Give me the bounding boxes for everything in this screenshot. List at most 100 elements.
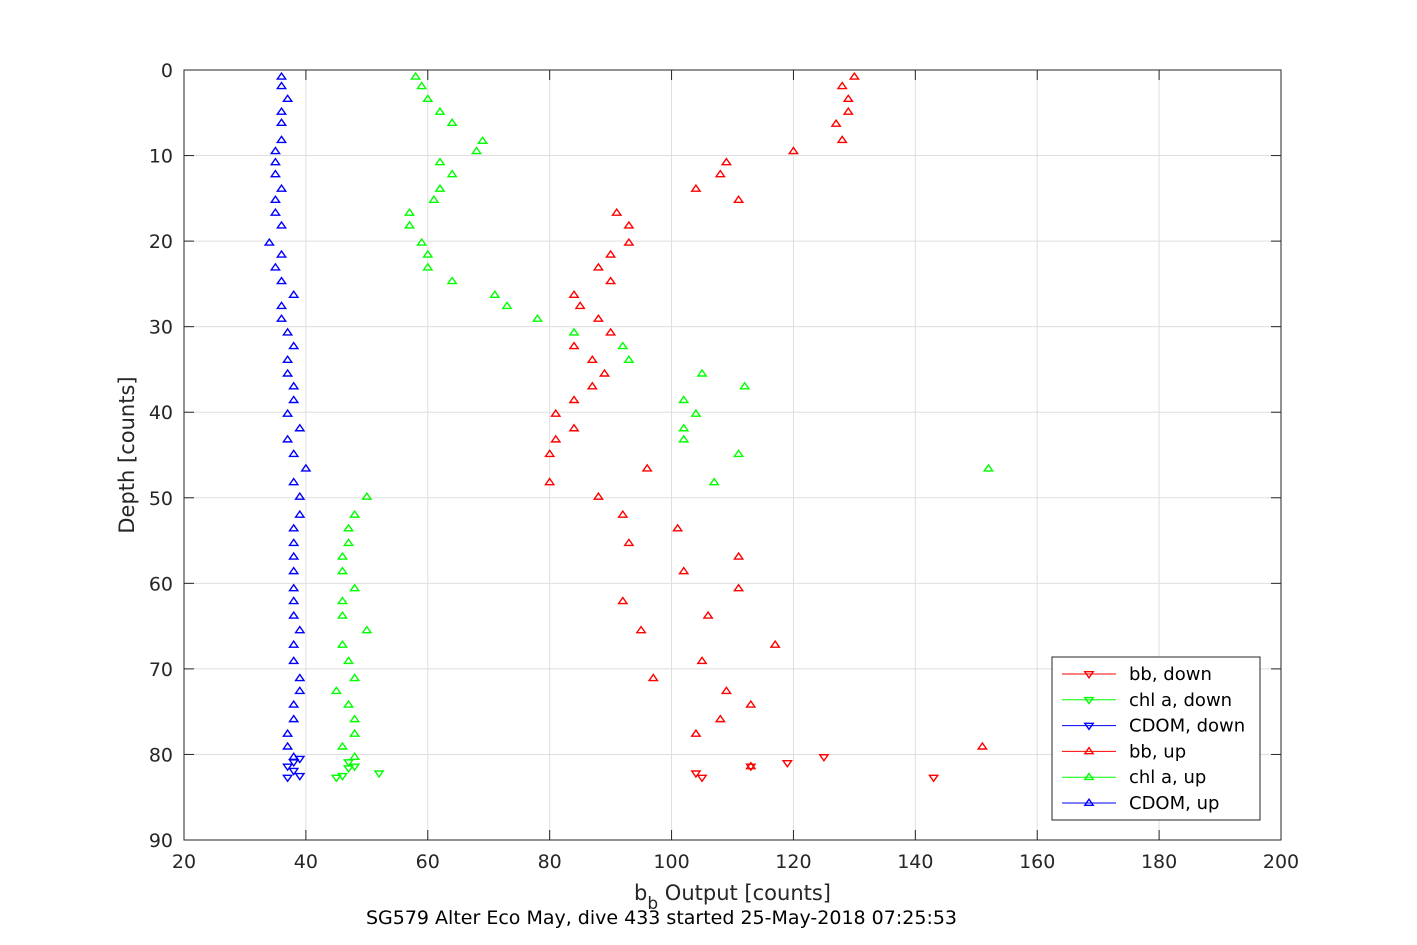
data-point [282, 728, 294, 737]
data-point [470, 146, 483, 155]
legend-marker [1083, 722, 1095, 731]
data-point [361, 625, 373, 634]
data-point [330, 686, 342, 695]
legend-entry-label: CDOM, up [1129, 793, 1219, 814]
legend-marker [1083, 696, 1095, 705]
data-point [678, 395, 690, 404]
data-point [769, 639, 781, 648]
data-point [349, 673, 361, 682]
legend-entry-label: bb, down [1129, 664, 1212, 685]
series-3 [544, 71, 988, 770]
grid [183, 69, 1282, 841]
caption: SG579 Alter Eco May, dive 433 started 25… [366, 907, 957, 929]
data-point [373, 770, 385, 779]
data-point [263, 237, 275, 246]
data-point [288, 596, 300, 605]
data-point [288, 523, 300, 532]
data-point [434, 106, 446, 115]
legend-entry-label: chl a, up [1129, 767, 1206, 788]
data-point [288, 639, 300, 648]
data-point [818, 754, 830, 763]
data-point [282, 355, 294, 364]
data-point [282, 763, 294, 772]
data-point [343, 538, 355, 547]
data-point [702, 610, 714, 619]
data-point [349, 509, 361, 518]
data-point [349, 714, 361, 723]
data-point [690, 183, 702, 192]
data-point [830, 118, 842, 127]
data-point [696, 368, 708, 377]
data-point [336, 639, 348, 648]
data-point [544, 477, 556, 486]
x-tick-label: 140 [897, 851, 933, 873]
data-point [269, 169, 281, 178]
data-point [928, 774, 940, 783]
data-point [623, 538, 635, 547]
data-point [282, 408, 294, 417]
legend-entry-label: CDOM, down [1129, 716, 1245, 737]
legend-marker [1083, 671, 1095, 680]
data-point [592, 262, 604, 271]
data-point [696, 774, 708, 783]
data-point [787, 146, 799, 155]
data-point [269, 195, 281, 204]
data-point [745, 699, 757, 708]
data-point [531, 313, 544, 322]
x-tick-label: 160 [1019, 851, 1055, 873]
legend-entry-label: bb, up [1129, 741, 1186, 762]
data-point [288, 714, 300, 723]
data-point [269, 262, 281, 271]
data-point [336, 610, 348, 619]
data-point [598, 368, 611, 377]
x-tick-label: 80 [538, 851, 562, 873]
x-tick-label: 20 [172, 851, 196, 873]
data-marks [263, 71, 995, 783]
series-4 [330, 71, 995, 760]
legend-marker [1083, 746, 1095, 755]
data-point [288, 583, 300, 592]
data-point [842, 94, 854, 103]
data-point [275, 183, 288, 192]
data-point [343, 699, 355, 708]
data-point [416, 81, 428, 90]
data-point [605, 276, 617, 285]
data-point [275, 106, 288, 115]
y-tick-label: 0 [161, 60, 173, 82]
data-point [544, 449, 556, 458]
data-point [336, 596, 348, 605]
data-point [343, 759, 355, 768]
x-tick-label: 180 [1141, 851, 1177, 873]
y-tick-label: 50 [149, 488, 173, 510]
data-point [336, 551, 348, 560]
data-point [282, 94, 294, 103]
y-tick-label: 90 [149, 830, 173, 852]
data-point [623, 237, 635, 246]
data-point [568, 290, 580, 298]
data-point [288, 290, 300, 298]
y-tick-label: 10 [149, 146, 173, 168]
data-point [641, 463, 653, 472]
data-point [288, 551, 300, 560]
data-point [349, 583, 361, 592]
data-point [678, 566, 690, 575]
data-point [720, 157, 732, 166]
data-point [288, 752, 300, 760]
data-point [275, 276, 288, 285]
data-point [690, 408, 702, 417]
data-point [690, 770, 702, 779]
legend-box [1051, 656, 1261, 821]
data-point [282, 327, 294, 336]
data-point [568, 423, 580, 432]
data-point [349, 728, 361, 737]
data-point [678, 434, 690, 443]
data-point [336, 772, 348, 781]
legend-entry-label: chl a, down [1129, 690, 1232, 711]
data-point [696, 656, 708, 665]
data-point [617, 341, 629, 350]
data-point [288, 477, 300, 486]
data-point [361, 491, 373, 500]
data-point [733, 449, 745, 458]
data-point [410, 71, 422, 80]
data-point [733, 195, 745, 204]
